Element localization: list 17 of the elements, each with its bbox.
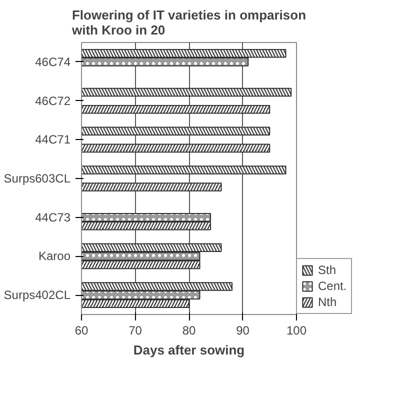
- x-tick-label: 70: [128, 324, 142, 338]
- x-tick-label: 60: [74, 324, 88, 338]
- chart-title: Flowering of IT varieties in omparison with Kroo in 20: [70, 8, 306, 38]
- x-tick-label: 90: [236, 324, 250, 338]
- y-tick-label: 44C73: [35, 210, 71, 224]
- legend-label: Sth: [318, 263, 338, 277]
- y-tick-label: 46C72: [35, 94, 71, 108]
- legend-label: Nth: [318, 295, 338, 309]
- x-tick-label: 100: [286, 324, 307, 338]
- y-tick-label: 46C74: [35, 54, 71, 69]
- x-axis-title: Days after sowing: [133, 342, 245, 358]
- y-tick-label: Surps402CL: [4, 288, 71, 302]
- legend-label: Cent.: [318, 279, 347, 293]
- x-tick-label: 80: [182, 324, 196, 338]
- y-tick-label: Karoo: [38, 249, 71, 264]
- y-tick-label: Surps603CL: [4, 172, 71, 186]
- y-tick-label: 44C71: [35, 132, 71, 147]
